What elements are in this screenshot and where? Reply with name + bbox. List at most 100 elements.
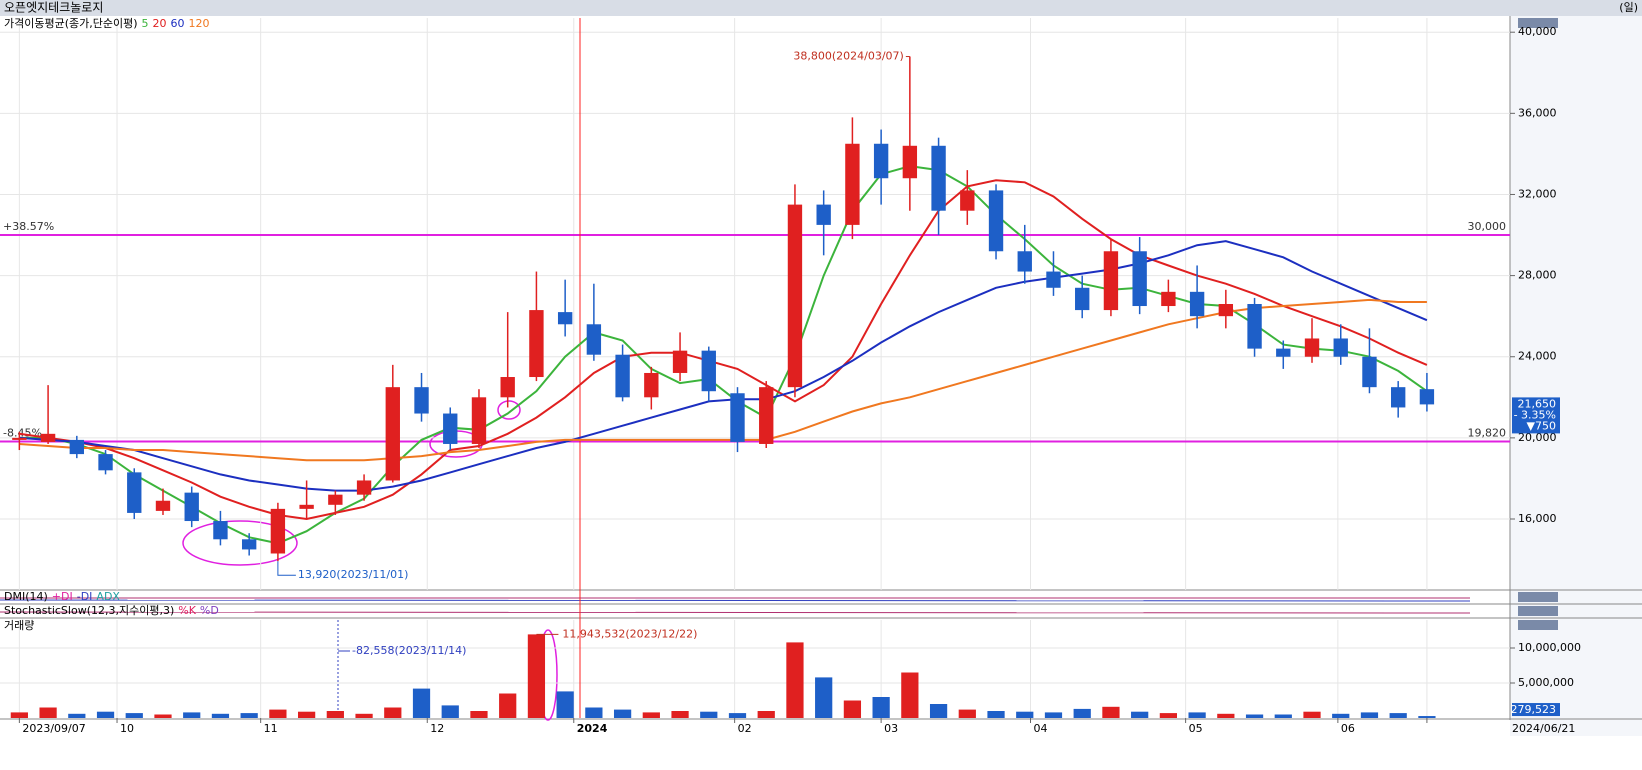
candle-body bbox=[1247, 304, 1262, 349]
volume-bar bbox=[1245, 714, 1264, 718]
candle-body bbox=[155, 500, 171, 511]
volume-legend: 거래량 bbox=[4, 619, 34, 632]
volume-bar bbox=[786, 642, 804, 718]
volume-bar bbox=[1332, 713, 1350, 718]
volume-bar bbox=[412, 688, 431, 718]
volume-bar bbox=[1217, 713, 1235, 718]
candle-body bbox=[270, 508, 286, 554]
volume-bar bbox=[872, 697, 890, 718]
volume-bar bbox=[10, 712, 28, 718]
x-tick-label: 04 bbox=[1034, 722, 1048, 735]
volume-bar bbox=[154, 714, 172, 718]
panel-button[interactable] bbox=[1518, 592, 1558, 602]
y-tick-label: 5,000,000 bbox=[1518, 676, 1574, 689]
volume-bar bbox=[1044, 712, 1063, 718]
panel-button[interactable] bbox=[1518, 620, 1558, 630]
candle-body bbox=[845, 143, 860, 225]
volume-bar bbox=[1418, 716, 1436, 718]
volume-bar bbox=[929, 704, 948, 718]
candle-body bbox=[1132, 251, 1147, 307]
dmi-trace bbox=[0, 599, 1471, 602]
volume-max-annotation: 11,943,532(2023/12/22) bbox=[562, 627, 697, 640]
volume-bar bbox=[556, 691, 574, 718]
candle-body bbox=[299, 504, 314, 509]
candle-body bbox=[98, 454, 113, 471]
candle-body bbox=[1075, 287, 1090, 311]
candle-body bbox=[443, 413, 458, 444]
ma-line bbox=[19, 298, 1427, 462]
candle-body bbox=[40, 433, 56, 442]
volume-last: 279,523 bbox=[1511, 703, 1557, 716]
y-tick-label: 28,000 bbox=[1518, 269, 1557, 282]
candle-body bbox=[1103, 251, 1119, 311]
candle-body bbox=[241, 539, 257, 550]
reference-label: 19,820 bbox=[1468, 427, 1507, 440]
volume-bar bbox=[642, 712, 660, 718]
volume-bar bbox=[470, 711, 488, 718]
stoch-legend: StochasticSlow(12,3,지수이평,3) %K %D bbox=[4, 604, 219, 617]
volume-bar bbox=[68, 713, 86, 718]
x-tick-label: 2024 bbox=[577, 722, 608, 735]
volume-bar bbox=[211, 713, 230, 718]
candle-body bbox=[1362, 356, 1377, 388]
last-price-tag bbox=[1512, 397, 1560, 434]
y-tick-label: 36,000 bbox=[1518, 106, 1557, 119]
y-tick-label: 24,000 bbox=[1518, 350, 1557, 363]
candle-body bbox=[1017, 251, 1032, 272]
legend-entry: 5 bbox=[142, 17, 149, 30]
volume-bar bbox=[125, 713, 143, 718]
volume-bar bbox=[728, 713, 747, 718]
volume-bar bbox=[671, 711, 689, 718]
volume-bar bbox=[1389, 713, 1407, 718]
volume-bar bbox=[585, 707, 603, 718]
candle-body bbox=[1189, 291, 1205, 317]
candle-body bbox=[816, 204, 831, 225]
legend-label: DMI(14) bbox=[4, 590, 48, 603]
legend-entry: %K bbox=[178, 604, 196, 617]
volume-bar bbox=[96, 711, 115, 718]
candle-body bbox=[385, 387, 400, 481]
volume-bar bbox=[757, 711, 775, 718]
legend-label: 가격이동평균(종가,단순이평) bbox=[4, 17, 138, 30]
panel-button[interactable] bbox=[1518, 606, 1558, 616]
x-tick-label: 10 bbox=[120, 722, 134, 735]
x-tick-label: 2024/06/21 bbox=[1512, 722, 1575, 735]
volume-bar bbox=[613, 709, 632, 718]
candle-body bbox=[1218, 304, 1234, 317]
volume-bar bbox=[183, 712, 201, 718]
volume-bar bbox=[384, 707, 402, 718]
y-tick-label: 32,000 bbox=[1518, 187, 1557, 200]
last-change: - 3.35% bbox=[1514, 408, 1556, 421]
x-tick-label: 2023/09/07 bbox=[22, 722, 85, 735]
volume-bar bbox=[1131, 711, 1149, 718]
candle-body bbox=[557, 312, 573, 325]
candle-body bbox=[328, 494, 343, 505]
legend-entry: +DI bbox=[52, 590, 73, 603]
period: (일) bbox=[1619, 0, 1638, 14]
volume-bar bbox=[1073, 708, 1091, 718]
ma-legend: 가격이동평균(종가,단순이평) 5 20 60 120 bbox=[4, 17, 210, 30]
y-tick-label: 16,000 bbox=[1518, 512, 1557, 525]
volume-bar bbox=[700, 711, 718, 718]
legend-entry: 20 bbox=[153, 17, 167, 30]
candle-body bbox=[69, 439, 84, 455]
candle-body bbox=[988, 190, 1004, 252]
candle-body bbox=[184, 492, 199, 522]
ma-line bbox=[19, 179, 1428, 521]
x-tick-label: 12 bbox=[430, 722, 444, 735]
candle-body bbox=[356, 480, 372, 495]
ma-line bbox=[19, 240, 1428, 492]
candle-body bbox=[213, 521, 228, 540]
panel-button[interactable] bbox=[1518, 18, 1558, 28]
candle-body bbox=[787, 204, 803, 388]
candle-body bbox=[1046, 271, 1061, 288]
volume-bar bbox=[326, 711, 344, 718]
x-tick-label: 11 bbox=[264, 722, 278, 735]
volume-bar bbox=[958, 709, 976, 718]
candle-body bbox=[644, 372, 659, 398]
volume-bar bbox=[901, 672, 919, 718]
legend-entry: 60 bbox=[171, 17, 185, 30]
volume-bar bbox=[987, 711, 1005, 718]
